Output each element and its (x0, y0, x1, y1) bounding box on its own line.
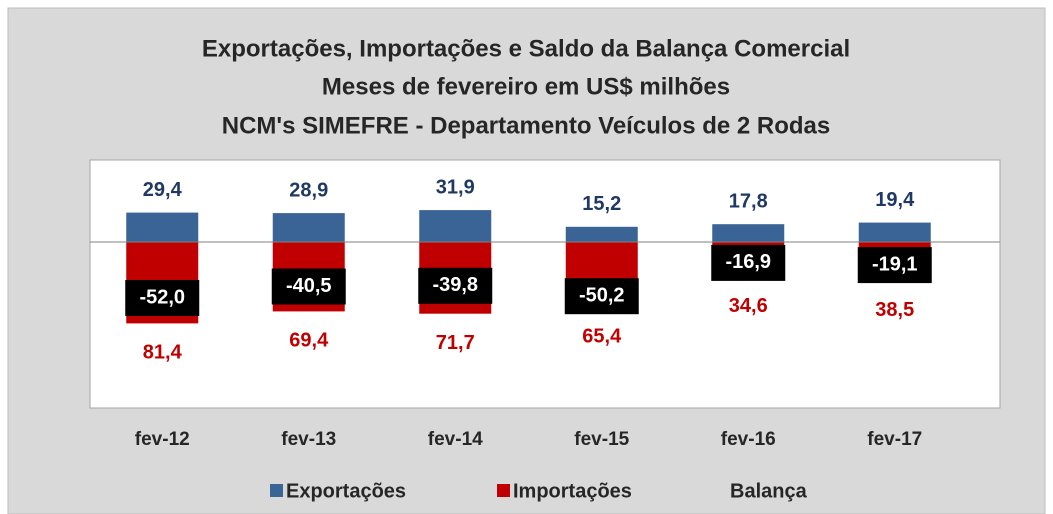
data-label: -52,0 (139, 286, 185, 308)
x-tick-label: fev-15 (574, 429, 629, 450)
x-tick-label: fev-12 (135, 429, 190, 450)
balance-marker (857, 247, 932, 284)
balance-marker (418, 267, 493, 304)
balance-marker (564, 278, 639, 315)
bar (126, 212, 199, 242)
chart-title: Exportações, Importações e Saldo da Bala… (202, 35, 850, 62)
x-tick-label: fev-16 (721, 429, 776, 450)
bar (419, 210, 492, 242)
data-label: -40,5 (286, 275, 332, 297)
balance-marker (125, 280, 200, 316)
balance-marker (711, 244, 786, 281)
x-tick-label: fev-13 (281, 429, 336, 450)
data-label: -50,2 (579, 284, 625, 306)
legend-swatch (497, 484, 510, 497)
data-label: -39,8 (432, 274, 478, 296)
data-label: 65,4 (582, 326, 622, 348)
bar (712, 224, 785, 242)
data-label: 28,9 (289, 179, 328, 201)
data-label: 71,7 (436, 332, 475, 354)
legend-label: Exportações (286, 480, 406, 502)
bar (858, 222, 931, 242)
data-label: 19,4 (875, 189, 915, 211)
data-label: 15,2 (582, 193, 621, 215)
data-label: 38,5 (875, 299, 914, 321)
data-label: -16,9 (725, 251, 771, 273)
x-tick-label: fev-14 (428, 429, 483, 450)
balance-marker (271, 268, 346, 305)
legend-label: Balança (730, 480, 808, 502)
plot-area (89, 159, 1001, 409)
legend-swatch (270, 484, 283, 497)
data-label: 17,8 (729, 190, 768, 212)
data-label: 34,6 (729, 295, 768, 317)
data-label: 81,4 (143, 342, 183, 364)
chart-subtitle: Meses de fevereiro em US$ milhões (322, 73, 730, 100)
data-label: 31,9 (436, 176, 475, 198)
bar (565, 226, 638, 242)
data-label: -19,1 (872, 253, 918, 275)
bar (272, 213, 345, 242)
data-label: 69,4 (289, 330, 329, 352)
legend-label: Importações (513, 480, 632, 502)
chart-subtitle: NCM's SIMEFRE - Departamento Veículos de… (222, 112, 831, 139)
data-label: 29,4 (143, 179, 183, 201)
x-tick-label: fev-17 (867, 429, 922, 450)
